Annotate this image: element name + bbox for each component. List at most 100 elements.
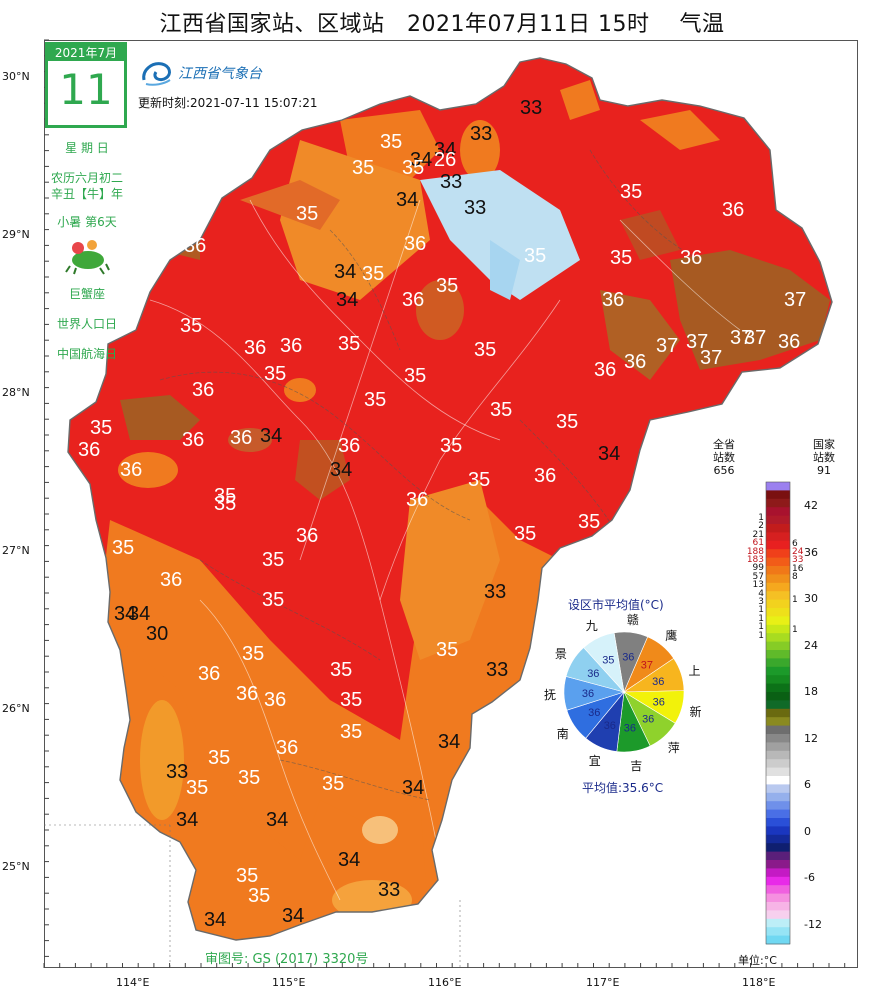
temperature-label: 36 (602, 289, 625, 311)
pie-city-label: 南 (556, 727, 569, 742)
legend-swatch (766, 532, 790, 542)
province-count-label: 1 (758, 622, 764, 633)
weekday-text: 星 期 日 (65, 141, 109, 155)
legend-swatch (766, 549, 790, 558)
temperature-label: 37 (784, 289, 807, 311)
temperature-label: 36 (280, 335, 303, 357)
legend-swatch (766, 675, 790, 684)
legend-tick-label: -6 (804, 871, 815, 884)
temperature-label: 36 (244, 337, 267, 359)
legend-swatch (766, 784, 790, 794)
pie-city-label: 景 (554, 647, 567, 662)
pie-slice-九 (583, 632, 625, 693)
temperature-label: 36 (406, 489, 429, 511)
logo-text: 江西省气象台 (178, 66, 262, 82)
temperature-label: 35 (262, 589, 285, 611)
legend-swatch (766, 843, 790, 852)
legend-swatch (766, 742, 790, 752)
legend-swatch (766, 507, 790, 516)
pie-value-赣: 36 (622, 651, 634, 663)
calendar-widget: 2021年7月 11 (45, 42, 127, 128)
pie-value-九: 35 (602, 655, 614, 667)
temperature-label: 35 (238, 767, 261, 789)
temperature-label: 36 (722, 199, 745, 221)
temperature-label: 35 (620, 181, 643, 203)
latitude-label: 27°N (2, 544, 30, 557)
temperature-label: 36 (78, 439, 101, 461)
temperature-label: 34 (176, 809, 199, 831)
temperature-label: 30 (146, 623, 169, 645)
legend-swatch (766, 902, 790, 911)
lunar-date-text: 农历六月初二 (50, 171, 123, 185)
pie-value-景: 36 (587, 668, 599, 680)
legend-swatch (766, 650, 790, 659)
temperature-label: 33 (166, 761, 189, 783)
national-count-label: 33 (792, 555, 804, 565)
legend-swatch (766, 616, 790, 626)
temperature-label: 34 (330, 459, 353, 481)
province-count-label: 1 (758, 613, 764, 624)
temperature-label: 34 (260, 425, 283, 447)
temperature-label: 34 (438, 731, 461, 753)
pie-city-label: 抚 (544, 687, 557, 702)
legend-swatch (766, 666, 790, 676)
province-count-label: 57 (752, 571, 764, 582)
province-count-label: 13 (752, 580, 764, 591)
temperature-label: 36 (594, 359, 617, 381)
province-count-label: 1 (758, 630, 764, 641)
provincial-observatory-logo: 江西省气象台 (140, 58, 262, 88)
temperature-label: 36 (404, 233, 427, 255)
temperature-label: 35 (490, 399, 513, 421)
legend-swatch (766, 725, 790, 735)
temperature-label: 35 (214, 493, 237, 515)
temperature-label: 37 (700, 347, 723, 369)
calendar-day: 11 (59, 65, 113, 114)
province-count-label: 2 (758, 521, 764, 532)
longitude-label: 118°E (742, 976, 776, 989)
pie-value-抚: 36 (582, 688, 594, 700)
temperature-label: 35 (524, 245, 547, 267)
world-population-day-text: 世界人口日 (56, 317, 117, 331)
temperature-label: 34 (434, 139, 457, 161)
map-approval-number: 审图号: GS (2017) 3320号 (205, 952, 369, 967)
longitude-label: 117°E (586, 976, 620, 989)
pie-city-label: 九 (585, 619, 598, 634)
legend-swatch (766, 935, 790, 945)
temperature-label: 34 (396, 189, 419, 211)
temperature-label: 35 (514, 523, 537, 545)
national-count-label: 16 (792, 564, 804, 574)
legend-tick-label: 0 (804, 824, 811, 838)
temperature-label: 35 (468, 469, 491, 491)
pie-city-label: 新 (689, 705, 702, 720)
temperature-label: 35 (322, 773, 345, 795)
legend-swatch (766, 591, 790, 600)
legend-swatch (766, 893, 790, 903)
province-count-label: 1 (758, 605, 764, 616)
latitude-label: 29°N (2, 228, 30, 241)
temperature-label: 34 (204, 909, 227, 931)
temperature-label: 35 (340, 689, 363, 711)
legend-swatch (766, 918, 790, 928)
legend-tick-label: 24 (804, 638, 818, 652)
legend-swatch (766, 557, 790, 567)
temperature-label: 35 (352, 157, 375, 179)
temperature-label: 34 (114, 603, 137, 625)
temperature-label: 36 (160, 569, 183, 591)
crab-icon (64, 236, 110, 276)
national-count-label: 8 (792, 572, 798, 582)
temperature-label: 33 (484, 581, 507, 603)
temperature-label: 36 (192, 379, 215, 401)
legend-swatch (766, 826, 790, 836)
temperature-label: 35 (436, 639, 459, 661)
legend-tick-label: -12 (804, 917, 822, 931)
legend-tick-label: 6 (804, 778, 811, 791)
national-count-label: 1 (792, 595, 798, 605)
legend-swatch (766, 860, 790, 869)
legend-swatch (766, 809, 790, 819)
temperature-label: 35 (556, 411, 579, 433)
temperature-label: 36 (236, 683, 259, 705)
legend-swatch (766, 708, 790, 718)
legend-swatch (766, 885, 790, 894)
legend-swatch (766, 624, 790, 634)
pie-value-萍: 36 (642, 714, 654, 726)
